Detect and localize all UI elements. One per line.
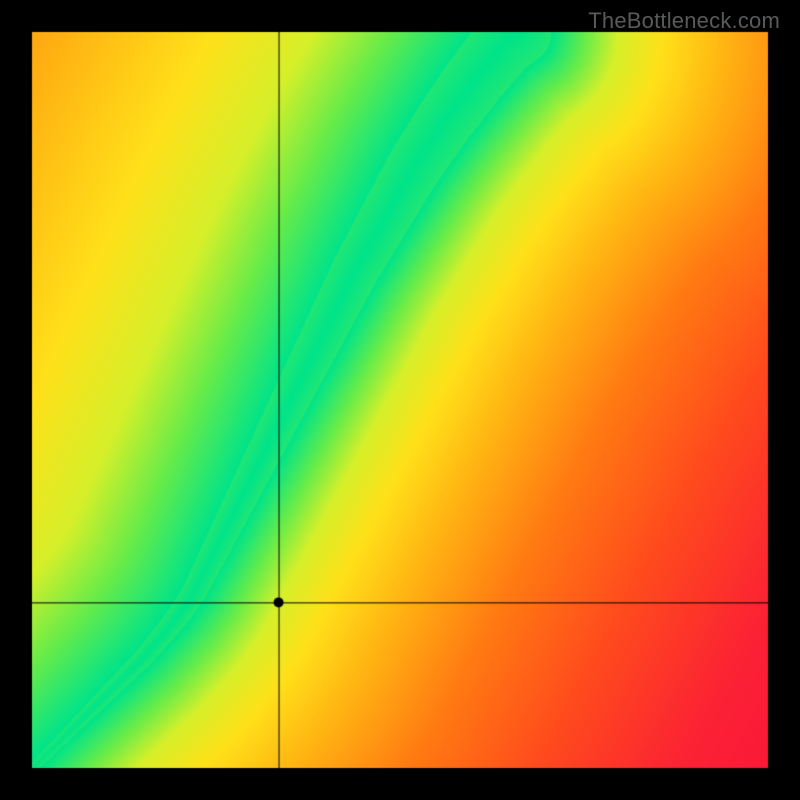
watermark-text: TheBottleneck.com [588, 8, 780, 34]
chart-container: { "watermark": { "text": "TheBottleneck.… [0, 0, 800, 800]
bottleneck-heatmap [0, 0, 800, 800]
